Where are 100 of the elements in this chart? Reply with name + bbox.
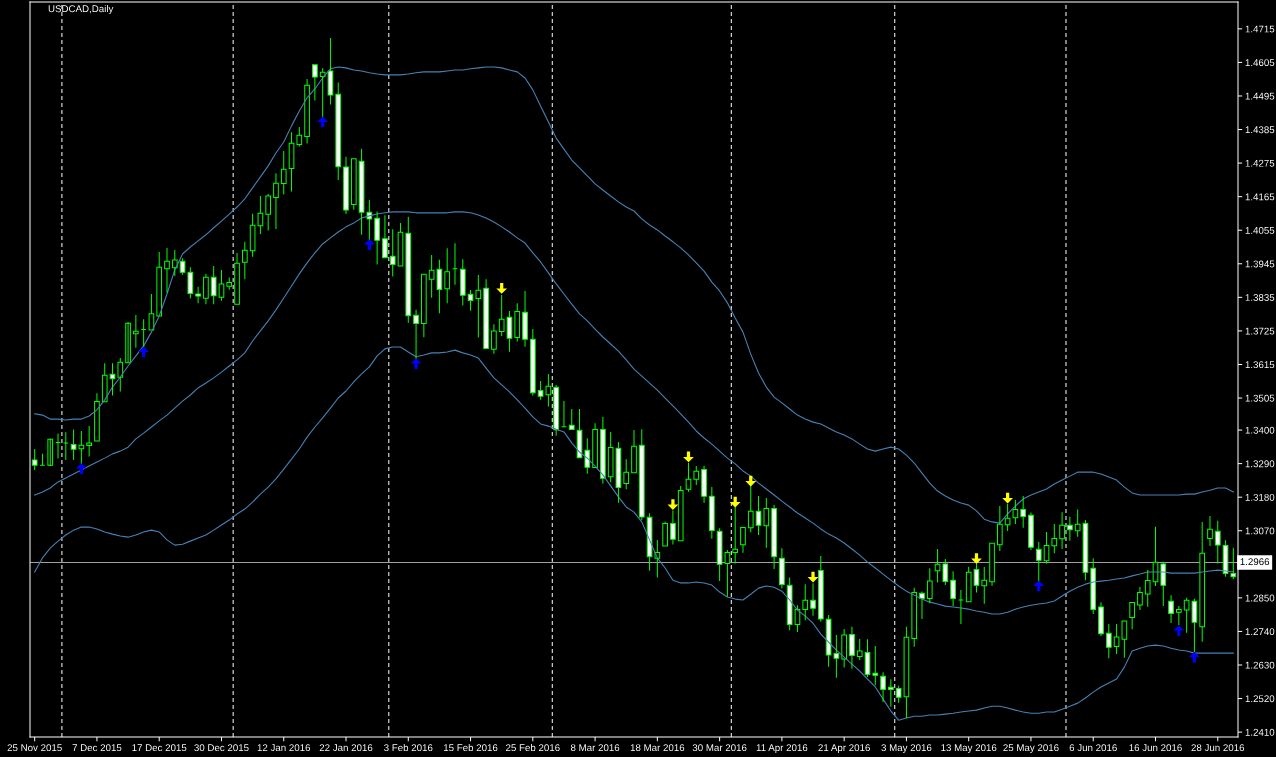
x-tick-label: 25 Feb 2016	[506, 743, 560, 752]
point	[138, 346, 150, 358]
candlestick	[701, 465, 707, 504]
y-tick-label: 1.3070	[1245, 527, 1275, 535]
point	[1033, 580, 1045, 592]
candlestick	[996, 505, 1003, 552]
candlestick	[312, 64, 318, 102]
candlestick	[911, 587, 918, 648]
point	[745, 475, 757, 487]
candlestick	[421, 273, 427, 338]
point	[971, 553, 982, 564]
candlestick	[1004, 503, 1011, 532]
candlestick	[856, 638, 863, 661]
candlestick	[1199, 521, 1206, 643]
candlestick	[117, 357, 124, 393]
x-tick-label: 30 Dec 2015	[194, 744, 249, 752]
x-tick-label: 21 Apr 2016	[818, 744, 870, 754]
x-tick-label: 8 Mar 2016	[570, 744, 620, 752]
x-tick-label: 15 Feb 2016	[443, 743, 498, 752]
point	[667, 499, 679, 510]
point	[363, 239, 375, 250]
line-series	[34, 346, 1234, 721]
point	[1189, 651, 1200, 663]
candlestick	[1160, 561, 1167, 607]
point	[1173, 625, 1185, 636]
candlestick	[86, 425, 92, 458]
candlestick	[1098, 601, 1104, 637]
candlestick	[164, 247, 170, 294]
y-tick-label: 1.4715	[1245, 25, 1275, 33]
candlestick	[1028, 511, 1034, 551]
x-tick-label: 13 May 2016	[941, 744, 997, 754]
y-tick-label: 1.3615	[1245, 361, 1275, 369]
candlestick	[1214, 520, 1221, 564]
candlestick	[203, 273, 209, 305]
candlestick	[1090, 557, 1097, 615]
x-tick-label: 22 Jan 2016	[319, 744, 373, 752]
x-tick-label: 11 Apr 2016	[756, 744, 808, 754]
candlestick	[779, 547, 785, 589]
candlestick	[514, 302, 521, 343]
candlestick	[1207, 515, 1213, 547]
y-tick-label: 1.3725	[1245, 327, 1275, 335]
candlestick	[568, 408, 575, 430]
y-tick-label: 1.3945	[1245, 260, 1275, 268]
point	[683, 451, 694, 463]
point	[729, 496, 741, 508]
candlestick	[841, 628, 847, 668]
y-tick-label: 1.4605	[1245, 59, 1275, 67]
candlestick	[459, 258, 466, 307]
y-tick-label: 1.2410	[1245, 728, 1275, 736]
y-tick-label: 1.3505	[1245, 394, 1275, 402]
candlestick	[195, 286, 201, 304]
candlestick	[374, 211, 380, 265]
candlestick	[1137, 586, 1143, 611]
y-tick-label: 1.2520	[1245, 695, 1275, 703]
candlestick	[1176, 605, 1182, 626]
candlestick	[802, 583, 809, 621]
candlestick	[685, 462, 692, 493]
candlestick	[1129, 601, 1135, 630]
candlestick	[638, 428, 645, 521]
candlestick	[623, 458, 630, 490]
candlestick	[810, 582, 816, 617]
x-tick-label: 25 May 2016	[1003, 744, 1059, 754]
candlestick	[397, 222, 404, 267]
candlestick	[1059, 511, 1065, 550]
x-tick-label: 3 Feb 2016	[384, 743, 433, 752]
y-tick-label: 1.2850	[1245, 594, 1275, 602]
ref-line-label: 1.2966	[1240, 558, 1270, 566]
candlestick	[304, 78, 310, 145]
candlestick	[265, 193, 272, 232]
y-tick-label: 1.4055	[1245, 226, 1275, 234]
candlestick	[483, 278, 489, 350]
candlestick	[592, 422, 598, 469]
y-tick-label: 1.3290	[1245, 460, 1275, 468]
candlestick	[670, 510, 676, 545]
point	[496, 283, 508, 294]
candlestick	[989, 542, 995, 587]
candlestick	[133, 314, 139, 349]
candlestick	[1168, 594, 1174, 624]
candlestick	[919, 590, 925, 620]
candlestick	[280, 150, 287, 196]
y-tick-label: 1.4385	[1245, 126, 1275, 134]
candlestick	[981, 566, 988, 605]
candlestick	[491, 323, 497, 355]
candlestick	[1020, 495, 1027, 529]
candlestick	[1105, 623, 1112, 659]
candlestick	[600, 416, 606, 484]
candlestick	[335, 82, 342, 181]
candlestick	[926, 567, 933, 604]
candlestick	[740, 526, 746, 554]
x-tick-label: 17 Dec 2015	[132, 744, 187, 752]
candlestick	[343, 156, 349, 215]
candlestick	[662, 521, 668, 547]
candlestick	[226, 277, 233, 291]
candlestick	[413, 309, 419, 360]
x-tick-label: 3 May 2016	[881, 744, 932, 754]
x-tick-label: 12 Jan 2016	[257, 744, 311, 752]
candlestick	[101, 362, 108, 403]
candlestick	[1012, 499, 1019, 525]
candlestick	[241, 241, 248, 280]
y-tick-label: 1.2740	[1245, 628, 1275, 636]
